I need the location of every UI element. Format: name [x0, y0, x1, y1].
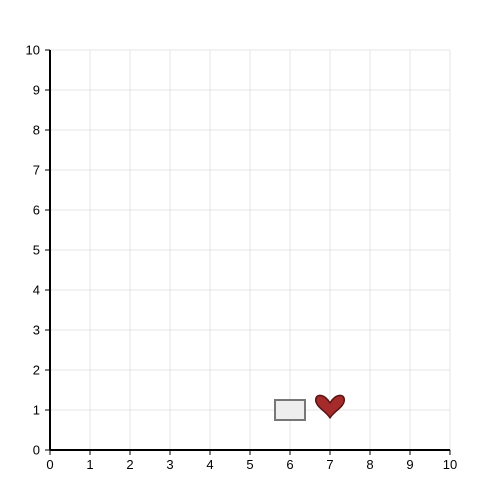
x-tick-label-0: 0: [46, 457, 53, 472]
x-tick-label-6: 6: [286, 457, 293, 472]
x-tick-label-1: 1: [86, 457, 93, 472]
tick-marks: [45, 49, 451, 455]
y-tick-label-3: 3: [33, 323, 40, 338]
y-tick-label-5: 5: [33, 243, 40, 258]
plot-objects: [274, 394, 345, 421]
y-tick-label-1: 1: [33, 403, 40, 418]
x-tick-label-8: 8: [366, 457, 373, 472]
x-tick-label-3: 3: [166, 457, 173, 472]
tick-labels: 0 1 2 3 4 5 6 7 8 9 10 0 1 2 3 4 5 6 7 8 9 10: [26, 43, 458, 473]
y-tick-label-7: 7: [33, 163, 40, 178]
x-tick-label-2: 2: [126, 457, 133, 472]
x-tick-label-5: 5: [246, 457, 253, 472]
y-tick-label-2: 2: [33, 363, 40, 378]
y-tick-label-10: 10: [26, 43, 40, 58]
x-tick-label-7: 7: [326, 457, 333, 472]
x-tick-label-10: 10: [443, 457, 457, 472]
y-tick-label-8: 8: [33, 123, 40, 138]
y-tick-label-4: 4: [33, 283, 40, 298]
x-tick-label-9: 9: [406, 457, 413, 472]
rectangle-marker: [274, 399, 306, 421]
x-tick-label-4: 4: [206, 457, 213, 472]
y-tick-label-6: 6: [33, 203, 40, 218]
y-tick-label-9: 9: [33, 83, 40, 98]
y-tick-label-0: 0: [33, 443, 40, 458]
heart-icon: [315, 394, 345, 419]
grid-lines: [50, 49, 451, 450]
